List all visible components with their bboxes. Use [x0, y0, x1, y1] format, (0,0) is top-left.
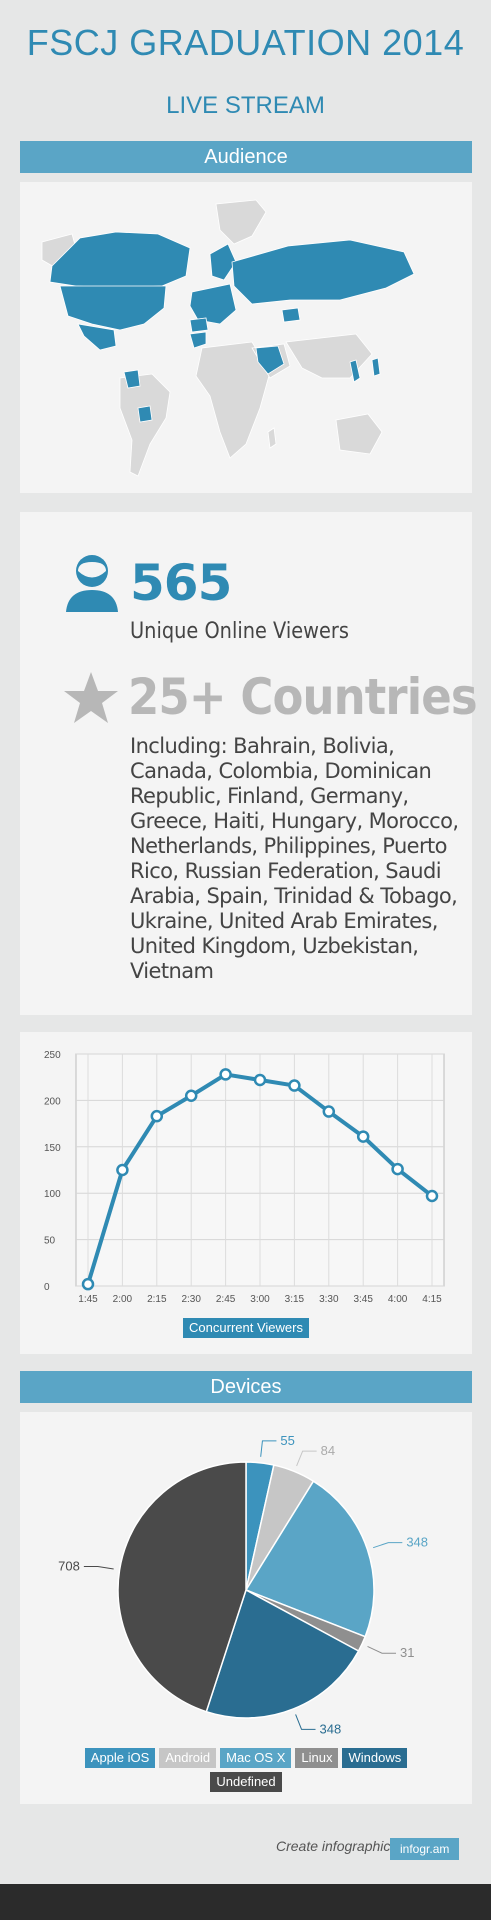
pie-value-label: 31 [400, 1645, 414, 1660]
country-vietnam [349, 359, 361, 383]
pie-labels: 55 84 348 31 348 708 [58, 1433, 428, 1736]
country-morocco [189, 331, 207, 349]
data-point [219, 1068, 232, 1081]
audience-section-bar: Audience [20, 141, 472, 173]
legend-concurrent-viewers: Concurrent Viewers [183, 1318, 309, 1338]
map-highlighted-countries [49, 231, 415, 423]
country-arabia [255, 345, 285, 375]
viewers-label: Unique Online Viewers [130, 619, 349, 644]
country-philippines [371, 357, 381, 377]
star-icon [64, 672, 118, 723]
line-legend: Concurrent Viewers [20, 1318, 472, 1338]
y-tick-label: 0 [44, 1282, 50, 1293]
bottom-bar [0, 1884, 491, 1920]
pie-leader-line [367, 1646, 397, 1654]
line-chart: 0 50 100 150 200 250 1:45 2:00 2:15 2:30 2:45 3:00… [44, 1050, 445, 1305]
pie-value-label: 84 [321, 1443, 335, 1458]
pie-value-label: 348 [320, 1721, 342, 1736]
x-tick-label: 2:00 [113, 1294, 133, 1305]
country-russia [231, 239, 415, 305]
land-asia-south [285, 333, 373, 379]
pie-value-label: 708 [58, 1558, 80, 1573]
stats-panel: 565 Unique Online Viewers 25+ Countries … [20, 512, 478, 1015]
pie-leader-line [260, 1440, 277, 1457]
y-tick-label: 100 [44, 1189, 61, 1200]
countries-list: Including: Bahrain, Bolivia, Canada, Col… [130, 734, 459, 983]
data-point [288, 1079, 301, 1092]
x-tick-label: 2:15 [147, 1294, 167, 1305]
pie-leader-line [295, 1714, 316, 1730]
pie-leader-line [296, 1450, 317, 1467]
world-map-panel [20, 182, 472, 493]
data-point [356, 1130, 370, 1143]
x-axis-ticks: 1:45 2:00 2:15 2:30 2:45 3:00 3:15 3:30 3:45 4:00… [78, 1294, 442, 1305]
devices-panel: 55 84 348 31 348 708 Apple iOS Android Mac OS X… [20, 1412, 472, 1804]
y-axis-ticks: 0 50 100 150 200 250 [44, 1050, 61, 1293]
data-point [116, 1163, 129, 1177]
country-europe [189, 283, 237, 325]
x-tick-label: 4:00 [388, 1294, 408, 1305]
legend-mac-os-x: Mac OS X [220, 1748, 292, 1768]
pie-slices [117, 1461, 375, 1719]
land-south-america [119, 373, 171, 477]
x-tick-label: 3:30 [319, 1294, 339, 1305]
land-greenland [215, 199, 267, 245]
user-icon [66, 555, 118, 612]
series-points [81, 1068, 439, 1291]
page-subtitle: LIVE STREAM [166, 92, 325, 119]
legend-android: Android [159, 1748, 217, 1768]
page-title: FSCJ GRADUATION 2014 [26, 22, 465, 63]
country-scandinavia [209, 243, 237, 281]
country-spain [189, 317, 209, 333]
country-uzbekistan [281, 307, 301, 323]
pie-slice-windows [205, 1588, 360, 1719]
pie-slice-undefined [117, 1461, 247, 1713]
chart-grid [75, 1053, 445, 1287]
country-bolivia [137, 405, 153, 423]
devices-section-bar: Devices [20, 1371, 472, 1403]
y-tick-label: 50 [44, 1236, 56, 1247]
legend-apple-ios: Apple iOS [84, 1748, 156, 1768]
data-point [322, 1105, 336, 1118]
x-tick-label: 4:15 [422, 1294, 442, 1305]
country-canada [49, 231, 191, 289]
legend-undefined: Undefined [210, 1772, 282, 1792]
countries-headline: 25+ Countries [128, 668, 478, 726]
pie-chart: 55 84 348 31 348 708 [58, 1433, 428, 1736]
y-tick-label: 200 [44, 1096, 61, 1107]
legend-linux: Linux [295, 1748, 339, 1768]
country-colombia [123, 369, 141, 389]
y-tick-label: 250 [44, 1050, 61, 1061]
data-point [81, 1277, 95, 1291]
x-tick-label: 3:15 [285, 1294, 305, 1305]
land-madagascar [267, 427, 277, 449]
pie-slice-mac-os-x [244, 1480, 375, 1638]
data-point [184, 1089, 198, 1103]
pie-value-label: 55 [280, 1433, 294, 1448]
viewers-count: 565 [130, 554, 232, 612]
x-tick-label: 3:45 [353, 1294, 373, 1305]
concurrent-viewers-panel: 0 50 100 150 200 250 1:45 2:00 2:15 2:30 2:45 3:00… [20, 1032, 472, 1354]
x-tick-label: 1:45 [78, 1294, 98, 1305]
data-point [253, 1073, 267, 1087]
world-map [41, 199, 415, 477]
pie-value-label: 348 [406, 1535, 428, 1550]
country-usa [59, 285, 167, 331]
data-point [150, 1109, 164, 1123]
pie-legend: Apple iOS Android Mac OS X Linux Windows Unde… [60, 1748, 432, 1796]
x-tick-label: 3:00 [250, 1294, 270, 1305]
data-point [425, 1189, 439, 1203]
footer-logo[interactable]: infogr.am [390, 1838, 460, 1860]
footer-text: Create infographics [276, 1838, 398, 1854]
x-tick-label: 2:45 [216, 1294, 236, 1305]
y-tick-label: 150 [44, 1143, 61, 1154]
land-australia [335, 413, 383, 455]
x-tick-label: 2:30 [181, 1294, 201, 1305]
country-mexico [77, 323, 117, 351]
legend-windows: Windows [342, 1748, 408, 1768]
pie-leader-line [83, 1565, 114, 1570]
data-point [391, 1162, 404, 1176]
pie-leader-line [372, 1542, 403, 1549]
